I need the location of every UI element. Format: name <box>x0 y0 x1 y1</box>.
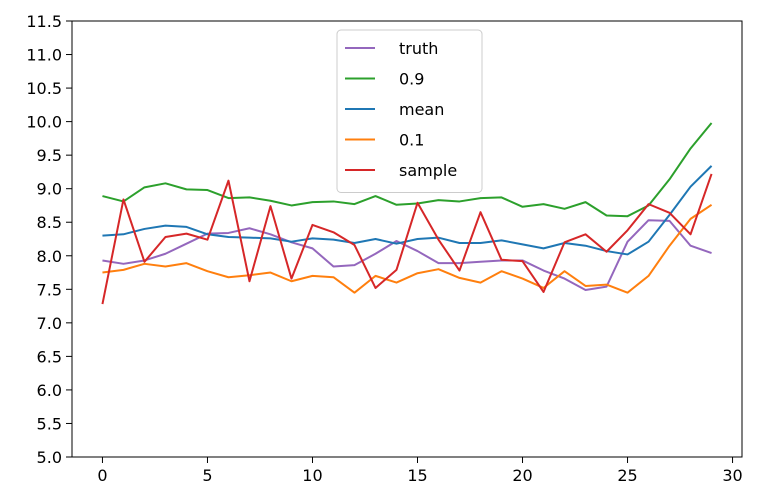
legend-label: sample <box>399 161 457 180</box>
x-tick-label: 20 <box>512 466 532 485</box>
x-tick-label: 25 <box>617 466 637 485</box>
y-tick-label: 9.0 <box>37 180 62 199</box>
y-tick-label: 7.5 <box>37 280 62 299</box>
x-tick-label: 0 <box>97 466 107 485</box>
series-line-mean <box>102 165 713 256</box>
y-tick-label: 8.0 <box>37 247 62 266</box>
x-tick-label: 10 <box>302 466 322 485</box>
y-tick-label: 10.5 <box>26 79 62 98</box>
x-tick-label: 30 <box>722 466 742 485</box>
legend-label: mean <box>399 100 444 119</box>
x-tick-label: 5 <box>202 466 212 485</box>
y-tick-label: 9.5 <box>37 146 62 165</box>
y-tick-label: 7.0 <box>37 314 62 333</box>
y-tick-label: 8.5 <box>37 213 62 232</box>
plot-area-frame <box>71 20 743 458</box>
y-tick-label: 6.5 <box>37 347 62 366</box>
y-tick-label: 6.0 <box>37 381 62 400</box>
series-line-truth <box>102 219 712 291</box>
x-tick-label: 15 <box>407 466 427 485</box>
legend-label: truth <box>399 39 438 58</box>
y-tick-label: 5.5 <box>37 414 62 433</box>
y-tick-label: 10.0 <box>26 113 62 132</box>
legend: truth 0.9 mean 0.1 sample <box>336 29 483 193</box>
series-line-0-1 <box>102 203 713 294</box>
series-lines <box>101 122 713 305</box>
series-line-0-9 <box>102 122 713 218</box>
x-axis: 0 5 10 15 20 25 30 <box>97 457 743 485</box>
series-line-sample <box>101 173 713 305</box>
y-axis: 5.0 5.5 6.0 6.5 7.0 7.5 8.0 8.5 9.0 9.5 10.0 10.5 11… <box>26 12 72 467</box>
y-tick-label: 5.0 <box>37 448 62 467</box>
y-tick-label: 11.5 <box>26 12 62 31</box>
legend-label: 0.9 <box>399 70 424 89</box>
legend-label: 0.1 <box>399 131 424 150</box>
legend-box <box>336 29 483 193</box>
y-tick-label: 11.0 <box>26 46 62 65</box>
